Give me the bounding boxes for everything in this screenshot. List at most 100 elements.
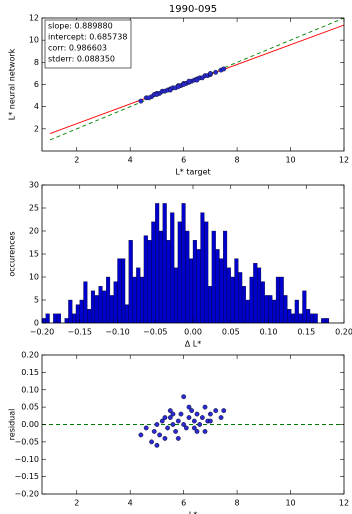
scatter-point [154, 442, 160, 448]
plot-area [49, 18, 344, 141]
scatter-point [165, 425, 171, 431]
histogram-bar [121, 258, 126, 323]
annotation: slope: 0.889880 [48, 22, 113, 31]
scatter-point [173, 429, 179, 434]
scatter-point [194, 411, 200, 417]
scatter-point [183, 425, 189, 431]
scatter-point [191, 418, 197, 424]
histogram-bar [321, 318, 326, 323]
y-tick-label: 15 [29, 250, 39, 259]
histogram-bar [189, 258, 194, 323]
histogram-bar [260, 281, 265, 323]
x-tick-label: 6 [181, 499, 186, 508]
scatter-point [221, 66, 227, 72]
scatter-point [175, 418, 181, 424]
histogram-bar [309, 313, 314, 323]
histogram-bar [147, 240, 152, 323]
y-tick-label: −0.20 [14, 490, 39, 499]
histogram-bar [83, 281, 88, 323]
histogram-bar [124, 304, 129, 323]
y-tick-label: 20 [29, 227, 39, 236]
histogram-bar [306, 309, 311, 323]
histogram-bar [102, 290, 107, 323]
histogram-bar [173, 267, 179, 323]
y-tick-label: −0.10 [14, 455, 39, 464]
histogram-bar [279, 276, 284, 323]
histogram-bar [298, 313, 303, 323]
histogram-bar [283, 295, 288, 323]
x-axis-label: L* target [175, 168, 210, 177]
annotation: stderr: 0.088350 [48, 55, 115, 64]
scatter-point [213, 69, 219, 75]
scatter-point [194, 429, 200, 434]
scatter-point [186, 78, 192, 84]
histogram-bar [68, 299, 73, 323]
scatter-point [175, 84, 181, 90]
histogram-bar [287, 309, 292, 323]
x-tick-label: 0.20 [335, 328, 352, 337]
scatter-point [159, 418, 165, 424]
scatter-point [154, 92, 160, 97]
x-tick-label: 2 [74, 499, 79, 508]
x-tick-label: −0.20 [30, 328, 55, 337]
histogram-bar [42, 318, 46, 323]
histogram-bar [170, 212, 175, 323]
histogram-bar [211, 230, 216, 323]
scatter-point [199, 415, 205, 420]
histogram-bar [302, 290, 307, 323]
scatter-point [138, 98, 144, 104]
histogram-bar [106, 276, 111, 323]
histogram-bar [87, 309, 92, 323]
chart-title: 1990-095 [169, 4, 217, 15]
histogram-bar [324, 318, 330, 323]
scatter-point [202, 404, 208, 410]
histogram-bar [185, 230, 190, 323]
y-tick-label: 0.00 [21, 420, 39, 429]
x-tick-label: 2 [74, 156, 79, 165]
histogram-bar [151, 221, 156, 323]
histogram-bar [275, 276, 280, 323]
histogram-bar [75, 304, 80, 323]
y-tick-label: 0.20 [21, 351, 39, 360]
scatter-point [218, 415, 224, 420]
histogram-bar [109, 295, 114, 323]
histogram-bar [264, 295, 269, 323]
histogram-bar [158, 230, 163, 323]
scatter-point [213, 408, 219, 413]
x-tick-label: 10 [285, 156, 295, 165]
y-axis-label: occurences [8, 231, 17, 276]
histogram-bar [192, 240, 197, 323]
y-tick-label: 0 [34, 319, 39, 328]
x-tick-label: 0.10 [260, 328, 278, 337]
x-tick-label: −0.10 [105, 328, 130, 337]
x-tick-label: 0.15 [297, 328, 315, 337]
scatter-point [167, 408, 173, 413]
plot-area [42, 203, 330, 323]
x-tick-label: 8 [235, 499, 240, 508]
histogram-bar [272, 299, 277, 323]
histogram-bar [234, 258, 239, 323]
x-tick-label: 10 [285, 499, 295, 508]
y-axis-label: residual [8, 409, 17, 441]
histogram-bar [215, 249, 220, 323]
scatter-point [221, 408, 227, 413]
histogram-bar [64, 318, 69, 323]
scatter-point [181, 82, 187, 87]
y-tick-label: 10 [29, 273, 39, 282]
y-tick-label: 8 [34, 58, 39, 67]
histogram-bar [56, 313, 62, 323]
scatter-point [207, 418, 213, 424]
scatter-point [191, 425, 197, 431]
x-tick-label: 0.05 [222, 328, 240, 337]
y-tick-label: 6 [34, 80, 39, 89]
y-tick-label: 0.15 [21, 368, 39, 377]
x-axis-label: Δ L* [185, 340, 201, 349]
histogram-bar [113, 281, 118, 323]
x-tick-label: 8 [235, 156, 240, 165]
histogram-bar [143, 235, 148, 323]
histogram-bar [200, 212, 205, 323]
scatter-point [167, 415, 173, 420]
histogram-bar [241, 286, 246, 323]
x-tick-label: 12 [339, 156, 349, 165]
